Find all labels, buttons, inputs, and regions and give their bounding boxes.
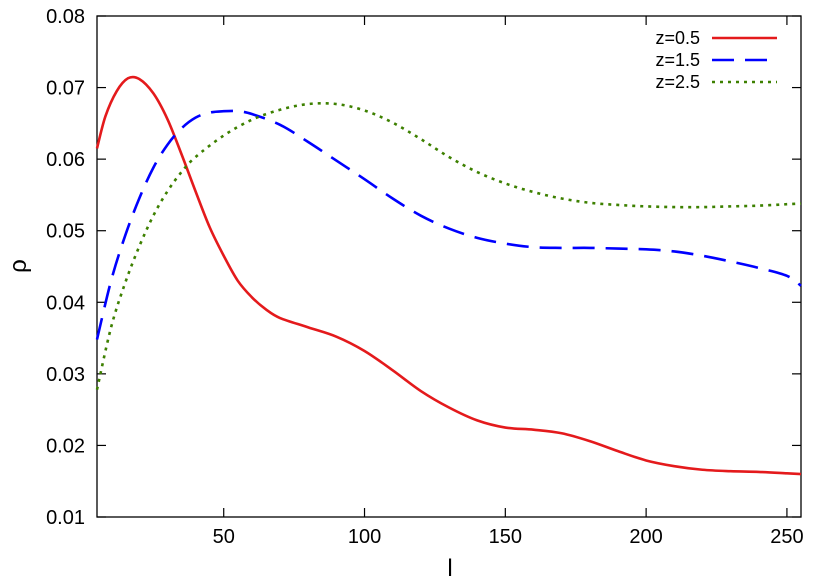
x-axis: 50 100 150 200 250: [213, 16, 804, 548]
y-tick-label: 0.04: [46, 292, 85, 314]
series-line-1: [95, 75, 802, 476]
y-tick-label: 0.02: [46, 435, 85, 457]
y-tick-label: 0.08: [46, 6, 85, 28]
x-tick-label: 100: [348, 526, 381, 548]
y-tick-label: 0.03: [46, 364, 85, 386]
y-axis-label: ρ: [5, 259, 32, 273]
legend: z=0.5z=1.5z=2.5: [655, 28, 777, 92]
series-line-2: [95, 109, 802, 340]
y-axis: 0.01 0.02 0.03 0.04 0.05 0.06 0.07 0.08: [46, 6, 801, 529]
plot-frame: [96, 15, 802, 518]
y-tick-label: 0.05: [46, 221, 85, 243]
x-tick-label: 250: [770, 526, 803, 548]
y-tick-label: 0.07: [46, 78, 85, 100]
legend-label-3: z=2.5: [655, 72, 700, 92]
legend-label-1: z=0.5: [655, 28, 700, 48]
x-tick-label: 200: [629, 526, 662, 548]
x-axis-label: l: [447, 555, 452, 581]
series-line-3: [95, 101, 802, 390]
plot-frame-border: [96, 15, 802, 518]
legend-label-2: z=1.5: [655, 50, 700, 70]
x-tick-label: 150: [489, 526, 522, 548]
y-tick-label: 0.01: [46, 507, 85, 529]
x-tick-label: 50: [213, 526, 235, 548]
y-tick-label: 0.06: [46, 149, 85, 171]
series-layer: [95, 75, 802, 476]
